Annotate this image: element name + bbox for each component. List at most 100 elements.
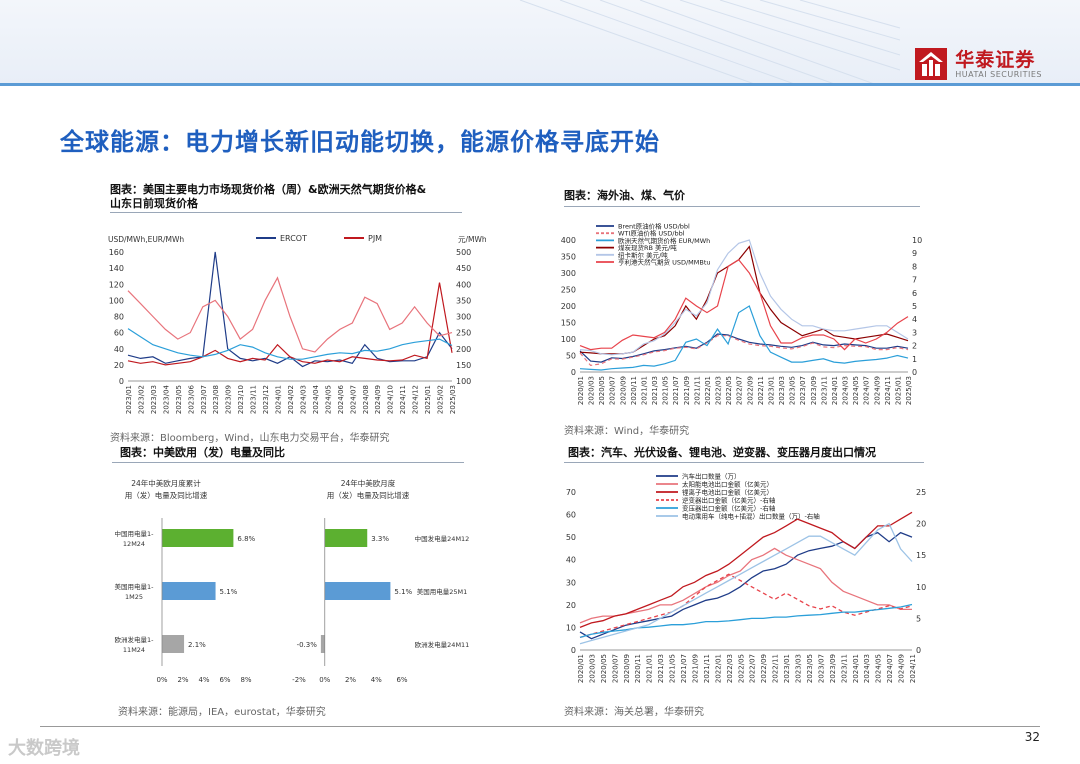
y-tick-right: 9 bbox=[912, 249, 917, 258]
bar-2 bbox=[320, 635, 325, 653]
series-line-3 bbox=[579, 573, 913, 639]
y-tick-right: 350 bbox=[456, 296, 471, 305]
x-tick: 2023/07 bbox=[200, 385, 208, 414]
y-tick-left: 60 bbox=[566, 511, 576, 520]
x-tick: 2021/03 bbox=[657, 654, 665, 683]
panel4-source: 资料来源：海关总署，华泰研究 bbox=[564, 707, 704, 718]
x-tick: 2020/03 bbox=[588, 376, 596, 405]
y-tick-left: 120 bbox=[109, 280, 124, 289]
x-tick: 2023/05 bbox=[175, 385, 183, 414]
bar-0 bbox=[324, 529, 368, 547]
y-tick-left: 40 bbox=[114, 345, 124, 354]
x-tick: 2022/03 bbox=[715, 376, 723, 405]
page-number: 32 bbox=[1024, 730, 1040, 744]
panel3-rule bbox=[112, 462, 464, 463]
category-label-0: 中国发电量24M12 bbox=[415, 534, 470, 543]
x-tick: 2020/11 bbox=[630, 376, 638, 405]
series-line-0 bbox=[579, 531, 913, 640]
x-tick: 2021/01 bbox=[646, 654, 654, 683]
x-tick: 2021/01 bbox=[640, 376, 648, 405]
logo-text-en: HUATAI SECURITIES bbox=[955, 69, 1042, 79]
y-tick-left: 20 bbox=[114, 361, 124, 370]
x-tick: 2% bbox=[177, 676, 188, 684]
x-tick: 2025/01 bbox=[424, 385, 432, 414]
x-tick: 2024/05 bbox=[324, 385, 332, 414]
series-line-1 bbox=[579, 335, 909, 367]
x-tick: 2024/09 bbox=[374, 385, 382, 414]
x-tick: 2024/07 bbox=[863, 376, 871, 405]
x-tick: 2022/05 bbox=[737, 654, 745, 683]
x-tick: 8% bbox=[240, 676, 251, 684]
x-tick: 2023/03 bbox=[795, 654, 803, 683]
x-tick: 2022/11 bbox=[757, 376, 765, 405]
x-tick: 2024/04 bbox=[312, 384, 320, 414]
x-tick: 2023/11 bbox=[820, 376, 828, 405]
y-tick-right: 5 bbox=[916, 614, 921, 623]
x-tick: 2020/09 bbox=[619, 376, 627, 405]
series-line-5 bbox=[579, 259, 909, 351]
legend-label-4: 纽卡斯尔 美元/吨 bbox=[618, 250, 668, 259]
x-tick: 2020/01 bbox=[577, 376, 585, 405]
company-logo: 华泰证券 HUATAI SECURITIES bbox=[915, 48, 1042, 80]
header-rule bbox=[0, 83, 1080, 86]
y-tick-right: 0 bbox=[912, 368, 917, 377]
x-tick: 2023/05 bbox=[806, 654, 814, 683]
data-label-2: -0.3% bbox=[297, 641, 318, 649]
x-tick: 2024/01 bbox=[275, 385, 283, 414]
x-tick: 2021/09 bbox=[691, 654, 699, 683]
x-tick: 2021/05 bbox=[662, 376, 670, 405]
x-tick: 2022/07 bbox=[749, 654, 757, 683]
chart-exports: 0 10 20 30 40 50 60 70 0 5 10 15 20 25 2020/01 2020/03 2… bbox=[566, 472, 926, 684]
panel4-title: 图表：汽车、光伏设备、锂电池、逆变器、变压器月度出口情况 bbox=[568, 446, 876, 459]
y-tick-right: 100 bbox=[456, 377, 471, 386]
category-label-1-b: 1M25 bbox=[125, 593, 143, 601]
x-tick: 2024/12 bbox=[412, 385, 420, 414]
legend-label-0: 汽车出口数量（万） bbox=[682, 472, 741, 481]
x-tick: 2020/05 bbox=[598, 376, 606, 405]
series-line-4 bbox=[579, 603, 913, 639]
legend-label-1: PJM bbox=[368, 234, 382, 243]
x-tick: -2% bbox=[292, 676, 306, 684]
y-tick-right: 200 bbox=[456, 345, 471, 354]
series-line-1 bbox=[127, 282, 453, 366]
category-label-1: 美国用电量25M1 bbox=[417, 587, 468, 596]
y-tick-right: 3 bbox=[912, 328, 917, 337]
x-tick: 2024/02 bbox=[287, 385, 295, 414]
chart-title-line1: 24年中美欧月度累计 bbox=[131, 478, 201, 488]
panel1-rule bbox=[110, 212, 462, 213]
x-tick: 2024/08 bbox=[362, 385, 370, 414]
y-tick-left: 200 bbox=[561, 302, 576, 311]
series-line-1 bbox=[579, 547, 912, 624]
panel4-rule bbox=[564, 462, 924, 463]
panel3-source: 资料来源：能源局，IEA，eurostat，华泰研究 bbox=[118, 707, 326, 718]
series-line-5 bbox=[579, 522, 913, 645]
y-tick-left: 60 bbox=[114, 329, 124, 338]
x-tick: 2024/11 bbox=[884, 376, 892, 405]
y-axis-label-left: USD/MWh,EUR/MWh bbox=[108, 235, 184, 244]
legend-label-3: 逆变器出口金额（亿美元）-右轴 bbox=[682, 496, 776, 505]
bar-1 bbox=[324, 582, 391, 600]
x-tick: 2023/11 bbox=[250, 385, 258, 414]
series-line-0 bbox=[579, 333, 909, 363]
y-tick-right: 1 bbox=[912, 355, 917, 364]
x-tick: 0% bbox=[319, 676, 330, 684]
x-tick: 2024/03 bbox=[299, 385, 307, 414]
legend-label-0: ERCOT bbox=[280, 234, 307, 243]
x-tick: 2024/10 bbox=[387, 385, 395, 414]
x-tick: 0% bbox=[156, 676, 167, 684]
series-line-2 bbox=[127, 328, 453, 360]
x-tick: 2021/07 bbox=[680, 654, 688, 683]
x-tick: 2023/09 bbox=[810, 376, 818, 405]
legend-label-4: 变压器出口金额（亿美元）-右轴 bbox=[682, 504, 776, 513]
data-label-1: 5.1% bbox=[394, 588, 412, 596]
x-tick: 2022/03 bbox=[726, 654, 734, 683]
x-tick: 6% bbox=[219, 676, 230, 684]
footer-rule bbox=[40, 726, 1040, 727]
y-tick-left: 30 bbox=[566, 578, 576, 587]
x-tick: 2024/05 bbox=[852, 376, 860, 405]
y-tick-left: 0 bbox=[571, 368, 576, 377]
panel1-source: 资料来源：Bloomberg，Wind，山东电力交易平台，华泰研究 bbox=[110, 433, 390, 444]
x-tick: 2% bbox=[345, 676, 356, 684]
y-tick-right: 5 bbox=[912, 302, 917, 311]
